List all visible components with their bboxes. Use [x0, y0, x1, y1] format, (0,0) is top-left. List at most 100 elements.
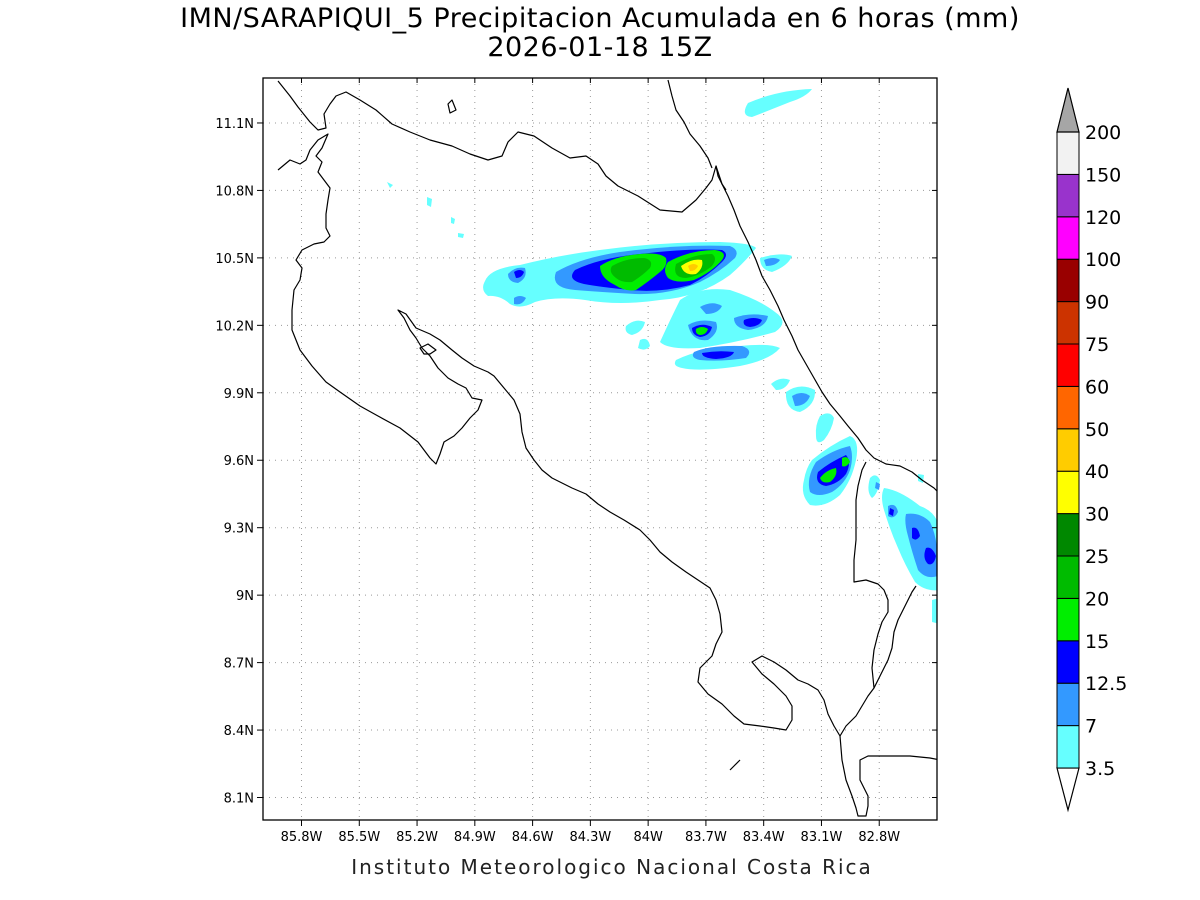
gulf-coast	[729, 759, 741, 771]
precip-area-7	[514, 296, 526, 305]
precip-area-3.5	[625, 320, 645, 335]
precip-area-12.5	[514, 270, 524, 278]
map-grid	[263, 78, 937, 820]
y-tick-label: 9N	[236, 589, 254, 604]
colorbar-label: 60	[1085, 376, 1109, 398]
precip-area-12.5	[912, 527, 920, 540]
x-tick-label: 82.8W	[858, 830, 900, 845]
colorbar-swatch	[1056, 428, 1080, 472]
x-tick-label: 85.8W	[281, 830, 323, 845]
colorbar-swatch	[1056, 470, 1080, 515]
map-valid-time: 2026-01-18 15Z	[487, 32, 713, 63]
x-tick-label: 85.5W	[338, 830, 380, 845]
precip-area-3.5	[815, 413, 834, 443]
precip-area-7	[700, 303, 722, 314]
precip-area-3.5	[458, 233, 464, 238]
precip-area-3.5	[387, 182, 393, 188]
precip-area-3.5	[932, 598, 937, 624]
colorbar-label: 30	[1085, 504, 1109, 526]
panama-west-border	[853, 461, 889, 689]
colorbar-label: 90	[1085, 292, 1109, 314]
precip-area-3.5	[427, 197, 432, 207]
y-tick-label: 9.3N	[224, 522, 254, 537]
precip-area-7	[875, 482, 880, 490]
colorbar: 3.5 7 12.5 15 20 25 30 40 50 60 75 90 100 120 150 200	[1056, 87, 1127, 813]
y-tick-label: 10.2N	[215, 319, 254, 334]
colorbar-label: 100	[1085, 249, 1121, 271]
colorbar-swatch	[1056, 682, 1080, 727]
lake-island	[447, 99, 457, 114]
precip-area-3.5	[868, 475, 880, 498]
x-tick-label: 83.1W	[801, 830, 843, 845]
colorbar-label: 3.5	[1085, 758, 1115, 780]
map-title: IMN/SARAPIQUI_5 Precipitacion Acumulada …	[180, 3, 1020, 34]
colorbar-swatch	[1056, 725, 1080, 769]
precip-area-15	[820, 468, 837, 483]
colorbar-label: 20	[1085, 588, 1109, 610]
panama-border	[715, 165, 937, 492]
colorbar-swatch	[1056, 343, 1080, 387]
precip-area-12.5	[702, 351, 734, 359]
x-tick-label: 84.3W	[569, 830, 611, 845]
colorbar-swatch	[1056, 513, 1080, 557]
colorbar-label: 7	[1085, 716, 1097, 738]
colorbar-swatch	[1056, 597, 1080, 642]
y-tick-label: 10.5N	[215, 252, 254, 267]
colorbar-swatch	[1056, 385, 1080, 430]
colorbar-under-triangle	[1056, 767, 1080, 813]
x-tick-label: 84.9W	[454, 830, 496, 845]
precip-area-7	[764, 258, 780, 266]
map-frame	[262, 77, 938, 821]
credit-text: Instituto Meteorologico Nacional Costa R…	[351, 855, 873, 879]
precip-area-12.5	[924, 547, 936, 565]
colorbar-swatch	[1056, 173, 1080, 218]
colorbar-label: 12.5	[1085, 673, 1127, 695]
precip-area-40	[688, 264, 698, 271]
x-tick-label: 83.7W	[685, 830, 727, 845]
colorbar-label: 15	[1085, 631, 1109, 653]
colorbar-label: 25	[1085, 546, 1109, 568]
colorbar-label: 50	[1085, 419, 1109, 441]
x-tick-label: 83.4W	[743, 830, 785, 845]
precip-area-12.5	[743, 318, 762, 327]
coastline	[277, 79, 937, 817]
y-tick-label: 8.4N	[224, 724, 254, 739]
precip-area-15	[695, 327, 708, 335]
precip-area-3.5	[638, 338, 650, 350]
colorbar-label: 200	[1085, 122, 1121, 144]
map-axes: 85.8W 85.5W 85.2W 84.9W 84.6W 84.3W 84W 83.7W 83…	[215, 78, 937, 845]
precip-area-7	[792, 393, 810, 406]
border-north	[277, 133, 917, 737]
precip-area-3.5	[660, 289, 783, 349]
y-tick-label: 9.9N	[224, 387, 254, 402]
y-tick-label: 11.1N	[215, 117, 254, 132]
y-tick-label: 8.7N	[224, 657, 254, 672]
precip-area-20	[610, 258, 652, 283]
island-gulf	[419, 343, 437, 355]
colorbar-over-triangle	[1056, 87, 1080, 133]
precip-area-15	[842, 457, 850, 467]
y-tick-label: 9.6N	[224, 454, 254, 469]
colorbar-label: 120	[1085, 207, 1121, 229]
x-tick-label: 85.2W	[396, 830, 438, 845]
colorbar-label: 75	[1085, 334, 1109, 356]
nicaragua-coast	[277, 80, 727, 213]
colorbar-swatch	[1056, 216, 1080, 260]
colorbar-label: 150	[1085, 164, 1121, 186]
colorbar-swatch	[1056, 640, 1080, 684]
precip-area-12.5	[889, 508, 894, 516]
precip-area-3.5	[744, 89, 812, 117]
x-tick-label: 84W	[633, 830, 663, 845]
y-tick-label: 10.8N	[215, 184, 254, 199]
nicaragua-east-coast	[667, 79, 713, 169]
colorbar-swatch	[1056, 301, 1080, 345]
y-tick-label: 8.1N	[224, 792, 254, 807]
colorbar-swatch	[1056, 555, 1080, 599]
colorbar-swatch	[1056, 258, 1080, 303]
colorbar-label: 40	[1085, 461, 1109, 483]
burica-peninsula	[839, 735, 937, 817]
precipitation-field	[387, 89, 937, 624]
colorbar-swatch	[1056, 131, 1080, 175]
x-tick-label: 84.6W	[512, 830, 554, 845]
